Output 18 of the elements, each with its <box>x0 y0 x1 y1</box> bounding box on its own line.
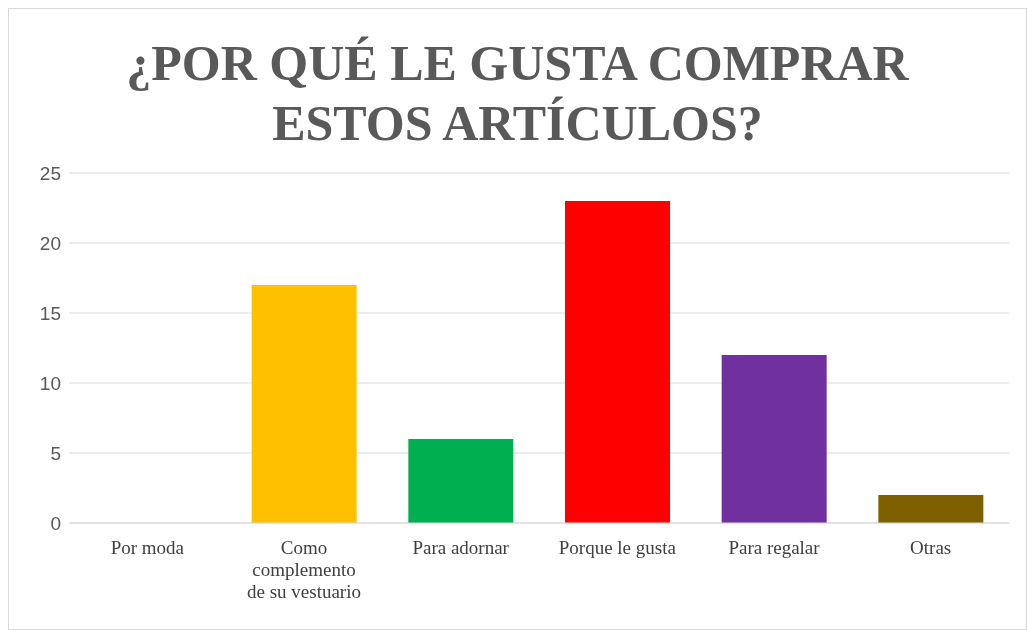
bar <box>565 201 670 523</box>
bar <box>408 439 514 523</box>
x-tick-label: Para adornar <box>412 537 510 559</box>
y-tick-label: 0 <box>50 512 61 534</box>
x-tick-label: Otras <box>910 537 952 559</box>
x-tick-label: Porque le gusta <box>558 537 677 559</box>
y-tick-label: 10 <box>39 372 61 394</box>
bar <box>878 495 984 523</box>
chart-title: ¿POR QUÉ LE GUSTA COMPRAR ESTOS ARTÍCULOS? <box>125 34 910 153</box>
x-tick-label: Como complemento de su vestuario <box>247 537 361 602</box>
y-tick-label: 15 <box>39 302 61 324</box>
y-tick-label: 25 <box>39 162 61 184</box>
y-tick-label: 5 <box>50 442 61 464</box>
x-tick-label: Para regalar <box>728 537 821 559</box>
y-tick-label: 20 <box>39 232 61 254</box>
bar <box>251 285 357 523</box>
bar <box>721 355 827 523</box>
x-tick-label: Por moda <box>110 537 185 559</box>
